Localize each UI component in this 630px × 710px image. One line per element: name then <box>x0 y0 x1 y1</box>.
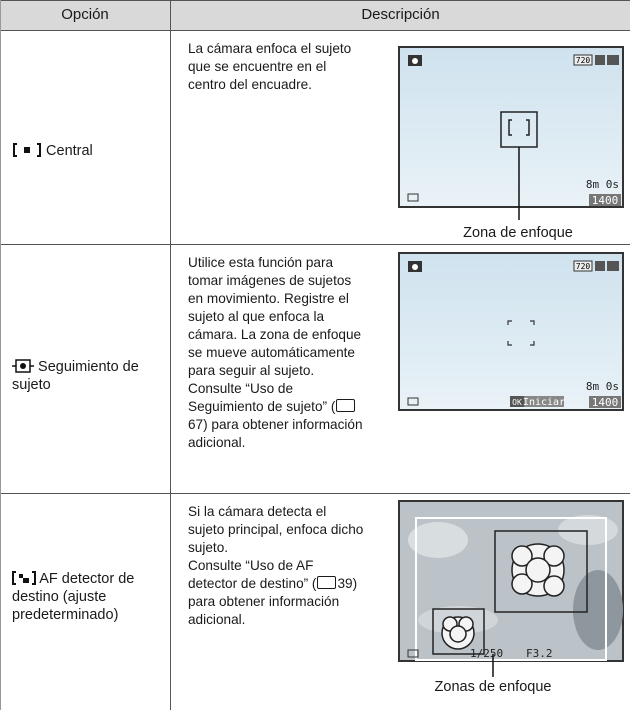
screen-text: Iniciar <box>523 397 565 408</box>
option-text: Central <box>46 143 93 159</box>
text: La cámara enfoca el sujeto que se encuen… <box>188 41 352 92</box>
text: 39) para obtener información adicional. <box>188 576 358 627</box>
description: Si la cámara detecta el sujeto principal… <box>188 503 366 629</box>
text: 67) para obtener información adicional. <box>188 417 363 450</box>
option-text: Seguimiento de sujeto <box>12 359 139 393</box>
icon <box>12 571 36 585</box>
screen-text: 720 <box>576 262 591 271</box>
text: Si la cámara detecta el sujeto principal… <box>188 504 364 555</box>
caption: Zonas de enfoque <box>434 679 552 695</box>
screen-text: 8m 0s <box>586 178 619 191</box>
rule <box>0 0 630 1</box>
header-option: Opción <box>0 0 170 30</box>
text: Utilice esta función para tomar imágenes… <box>188 255 362 414</box>
option: AF detector de destino (ajuste predeterm… <box>12 570 164 624</box>
description: Utilice esta función para tomar imágenes… <box>188 254 366 452</box>
option-text: AF detector de destino (ajuste predeterm… <box>12 571 135 623</box>
book-icon <box>336 399 356 412</box>
option: Seguimiento de sujeto <box>12 358 164 394</box>
screen-text: 1400 <box>592 396 619 409</box>
icon <box>13 143 41 157</box>
screen-text: OK <box>512 398 522 407</box>
screen-text: 1/250 <box>470 647 503 660</box>
screen: 720 8m 0s 1400 <box>398 46 624 220</box>
screen-text: 1400 <box>592 194 619 207</box>
rule <box>0 30 630 31</box>
text: Consulte “Uso de AF detector de destino”… <box>188 558 317 591</box>
screen: 1/250 F3.2 <box>398 500 624 677</box>
caption: Zona de enfoque <box>463 225 573 241</box>
rule <box>0 244 630 245</box>
description: La cámara enfoca el sujeto que se encuen… <box>188 40 366 94</box>
rule <box>0 493 630 494</box>
header-description: Descripción <box>171 0 630 30</box>
option: Central <box>12 142 164 160</box>
book-icon <box>317 576 337 589</box>
screen: 720 8m 0s 1400 OK Iniciar <box>398 252 624 411</box>
screen-text: 8m 0s <box>586 380 619 393</box>
icon <box>12 359 34 373</box>
column-rule <box>170 0 171 710</box>
screen-text: F3.2 <box>526 647 553 660</box>
column-rule <box>0 0 1 710</box>
screen-text: 720 <box>576 56 591 65</box>
